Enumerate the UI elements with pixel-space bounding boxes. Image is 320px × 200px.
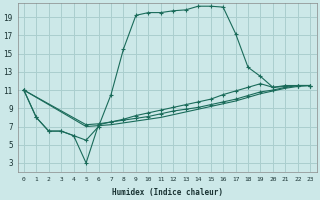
X-axis label: Humidex (Indice chaleur): Humidex (Indice chaleur) [112,188,222,197]
